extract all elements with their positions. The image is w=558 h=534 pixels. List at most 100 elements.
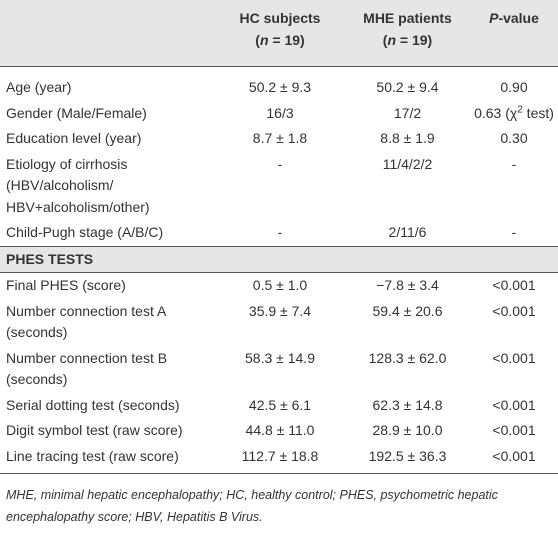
header-text: -value	[498, 10, 539, 26]
label-line: (seconds)	[6, 324, 68, 340]
label-line: Age (year)	[6, 79, 72, 95]
table-row: Serial dotting test (seconds) 42.5 ± 6.1 6…	[0, 393, 558, 419]
table-row: Final PHES (score) 0.5 ± 1.0 −7.8 ± 3.4 <0.…	[0, 273, 558, 299]
header-cell	[0, 0, 215, 67]
value-cell: 8.8 ± 1.9	[380, 130, 435, 146]
value-cell: 0.5 ± 1.0	[252, 277, 308, 293]
table-row: Number connection test B (seconds) 58.3 ± …	[0, 346, 558, 393]
row-label: Number connection test B (seconds)	[0, 346, 215, 393]
row-label: Final PHES (score)	[0, 273, 215, 299]
header-text: MHE patients	[363, 10, 452, 26]
section-label: PHES TESTS	[0, 245, 558, 273]
header-text: = 19)	[396, 31, 433, 48]
header-line: (n = 19)	[349, 30, 466, 52]
value-cell: 0.30	[500, 130, 528, 146]
label-line: Number connection test A	[6, 302, 167, 319]
row-label: Age (year)	[0, 67, 215, 101]
header-text: = 19)	[268, 31, 305, 48]
label-line: HBV+alcoholism/other)	[6, 198, 150, 215]
value-cell: 0.63 (χ2 test)	[470, 101, 558, 127]
value-cell: 128.3 ± 62.0	[368, 349, 447, 366]
value-cell: 11/4/2/2	[382, 155, 433, 172]
row-label: Serial dotting test (seconds)	[0, 393, 215, 419]
table-row: Age (year) 50.2 ± 9.3 50.2 ± 9.4 0.90	[0, 67, 558, 101]
row-label: Etiology of cirrhosis (HBV/alcoholism/HBV…	[0, 152, 215, 221]
header-text: HC subjects	[239, 10, 321, 26]
value-cell: 59.4 ± 20.6	[372, 302, 443, 319]
row-label: Gender (Male/Female)	[0, 101, 215, 127]
header-text: n	[387, 31, 397, 48]
value-cell: <0.001	[492, 396, 536, 413]
cell-text: test)	[522, 104, 554, 121]
value-cell: <0.001	[492, 277, 536, 293]
value-cell: 28.9 ± 10.0	[372, 422, 443, 438]
label-line: Child-Pugh stage (A/B/C)	[6, 224, 164, 240]
label-line: Digit symbol test (raw score)	[6, 422, 183, 438]
value-cell: 112.7 ± 18.8	[215, 443, 345, 474]
data-table: HC subjects (n = 19) MHE patients (n = 19) P…	[0, 0, 558, 474]
value-cell: 50.2 ± 9.3	[248, 79, 312, 95]
header-row: HC subjects (n = 19) MHE patients (n = 19) P…	[0, 0, 558, 67]
header-text: n	[259, 31, 269, 48]
value-cell: 35.9 ± 7.4	[248, 302, 312, 319]
header-text: (	[382, 31, 388, 48]
row-label: Number connection test A (seconds)	[0, 299, 215, 346]
header-line: P-value	[474, 8, 554, 30]
label-line: Education level (year)	[6, 130, 142, 146]
label-line: Number connection test B	[6, 349, 168, 366]
table-row: Education level (year) 8.7 ± 1.8 8.8 ± 1.9…	[0, 126, 558, 152]
label-line: Serial dotting test (seconds)	[6, 396, 180, 413]
value-cell: -	[277, 155, 283, 172]
row-label: Child-Pugh stage (A/B/C)	[0, 220, 215, 246]
value-cell: 192.5 ± 36.3	[345, 443, 470, 474]
table-body: Age (year) 50.2 ± 9.3 50.2 ± 9.4 0.90 Gender…	[0, 67, 558, 474]
row-label: Education level (year)	[0, 126, 215, 152]
value-cell: <0.001	[492, 422, 536, 438]
table-row: Line tracing test (raw score) 112.7 ± 18.…	[0, 443, 558, 474]
label-line: Final PHES (score)	[6, 277, 126, 293]
value-cell: 50.2 ± 9.4	[376, 79, 439, 95]
label-line: Gender (Male/Female)	[6, 104, 147, 121]
table-row: Gender (Male/Female) 16/3 17/2 0.63 (χ2 tes…	[0, 101, 558, 127]
header-cell: HC subjects (n = 19)	[215, 0, 345, 67]
value-cell: 58.3 ± 14.9	[245, 349, 315, 366]
header-cell: MHE patients (n = 19)	[345, 0, 470, 67]
cell-text: 2	[517, 103, 523, 115]
value-cell: 2/11/6	[388, 224, 427, 240]
value-cell: -	[511, 155, 517, 172]
header-line: (n = 19)	[219, 30, 341, 52]
header-line: HC subjects	[219, 8, 341, 30]
header-text: P	[489, 10, 499, 26]
value-cell: <0.001	[492, 302, 536, 319]
value-cell: 0.90	[500, 79, 528, 95]
label-line: Etiology of cirrhosis	[6, 155, 128, 172]
section-row: PHES TESTS	[0, 245, 558, 273]
value-cell: 17/2	[393, 104, 422, 121]
value-cell: −7.8 ± 3.4	[376, 277, 439, 293]
value-cell: 44.8 ± 11.0	[245, 422, 315, 438]
footnote: MHE, minimal hepatic encephalopathy; HC,…	[6, 488, 498, 524]
header-text: (	[255, 31, 260, 48]
header-cell: P-value	[470, 0, 558, 67]
value-cell: 62.3 ± 14.8	[372, 396, 443, 413]
row-label: Line tracing test (raw score)	[0, 443, 215, 474]
header-line: MHE patients	[349, 8, 466, 30]
value-cell: -	[277, 224, 283, 240]
table-row: Etiology of cirrhosis (HBV/alcoholism/HBV…	[0, 152, 558, 221]
table-row: Number connection test A (seconds) 35.9 ± …	[0, 299, 558, 346]
table-header: HC subjects (n = 19) MHE patients (n = 19) P…	[0, 0, 558, 67]
table-row: Digit symbol test (raw score) 44.8 ± 11.0…	[0, 418, 558, 444]
label-line: Line tracing test (raw score)	[6, 447, 179, 464]
row-label: Digit symbol test (raw score)	[0, 418, 215, 444]
label-line: (HBV/alcoholism/	[6, 177, 114, 193]
value-cell: 8.7 ± 1.8	[252, 130, 308, 146]
cell-text: 0.63 (χ	[474, 104, 518, 121]
table-row: Child-Pugh stage (A/B/C) - 2/11/6 -	[0, 220, 558, 246]
label-line: (seconds)	[6, 371, 68, 387]
value-cell: <0.001	[492, 349, 536, 366]
value-cell: 16/3	[266, 104, 294, 121]
value-cell: 42.5 ± 6.1	[248, 396, 312, 413]
value-cell: -	[511, 224, 517, 240]
value-cell: <0.001	[470, 443, 558, 474]
